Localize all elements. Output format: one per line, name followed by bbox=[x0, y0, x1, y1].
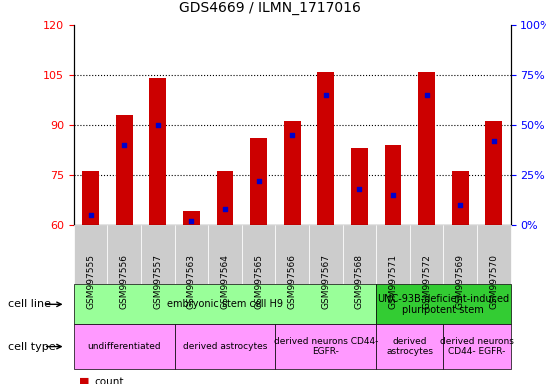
Text: GSM997570: GSM997570 bbox=[489, 254, 498, 310]
Bar bbox=[284, 121, 300, 225]
Text: UNC-93B-deficient-induced
pluripotent stem: UNC-93B-deficient-induced pluripotent st… bbox=[377, 293, 509, 315]
Point bbox=[288, 132, 296, 138]
Point bbox=[187, 218, 195, 224]
Point bbox=[86, 212, 95, 218]
Bar bbox=[183, 211, 200, 225]
Point bbox=[456, 202, 465, 208]
Text: undifferentiated: undifferentiated bbox=[87, 342, 161, 351]
Text: GSM997571: GSM997571 bbox=[388, 254, 397, 310]
Point bbox=[221, 205, 229, 212]
Point bbox=[422, 92, 431, 98]
Bar bbox=[116, 115, 133, 225]
Bar bbox=[384, 145, 401, 225]
Bar bbox=[217, 171, 233, 225]
Point bbox=[355, 185, 364, 192]
Text: GSM997557: GSM997557 bbox=[153, 254, 162, 310]
Bar bbox=[485, 121, 502, 225]
Text: derived
astrocytes: derived astrocytes bbox=[386, 337, 433, 356]
Point bbox=[153, 122, 162, 128]
Text: count: count bbox=[94, 377, 124, 384]
Text: GSM997555: GSM997555 bbox=[86, 254, 95, 310]
Bar bbox=[149, 78, 166, 225]
Bar bbox=[317, 71, 334, 225]
Text: GSM997566: GSM997566 bbox=[288, 254, 296, 310]
Text: derived neurons
CD44- EGFR-: derived neurons CD44- EGFR- bbox=[440, 337, 514, 356]
Text: GSM997567: GSM997567 bbox=[321, 254, 330, 310]
Text: GSM997563: GSM997563 bbox=[187, 254, 196, 310]
Text: derived neurons CD44-
EGFR-: derived neurons CD44- EGFR- bbox=[274, 337, 378, 356]
Text: cell type: cell type bbox=[8, 341, 56, 352]
Text: GSM997572: GSM997572 bbox=[422, 254, 431, 309]
Bar bbox=[82, 171, 99, 225]
Text: GSM997565: GSM997565 bbox=[254, 254, 263, 310]
Text: GSM997568: GSM997568 bbox=[355, 254, 364, 310]
Text: derived astrocytes: derived astrocytes bbox=[183, 342, 267, 351]
Text: GSM997569: GSM997569 bbox=[455, 254, 465, 310]
Text: GDS4669 / ILMN_1717016: GDS4669 / ILMN_1717016 bbox=[179, 2, 361, 15]
Text: GSM997556: GSM997556 bbox=[120, 254, 129, 310]
Point bbox=[489, 138, 498, 144]
Point bbox=[120, 142, 128, 148]
Point bbox=[322, 92, 330, 98]
Text: cell line: cell line bbox=[8, 299, 51, 310]
Bar bbox=[351, 148, 367, 225]
Text: ■: ■ bbox=[79, 377, 90, 384]
Bar bbox=[250, 138, 267, 225]
Point bbox=[389, 192, 397, 198]
Bar bbox=[418, 71, 435, 225]
Bar bbox=[452, 171, 468, 225]
Point bbox=[254, 178, 263, 184]
Text: GSM997564: GSM997564 bbox=[221, 254, 229, 309]
Text: embryonic stem cell H9: embryonic stem cell H9 bbox=[167, 299, 283, 310]
